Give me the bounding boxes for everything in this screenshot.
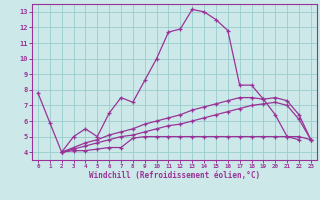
X-axis label: Windchill (Refroidissement éolien,°C): Windchill (Refroidissement éolien,°C) (89, 171, 260, 180)
